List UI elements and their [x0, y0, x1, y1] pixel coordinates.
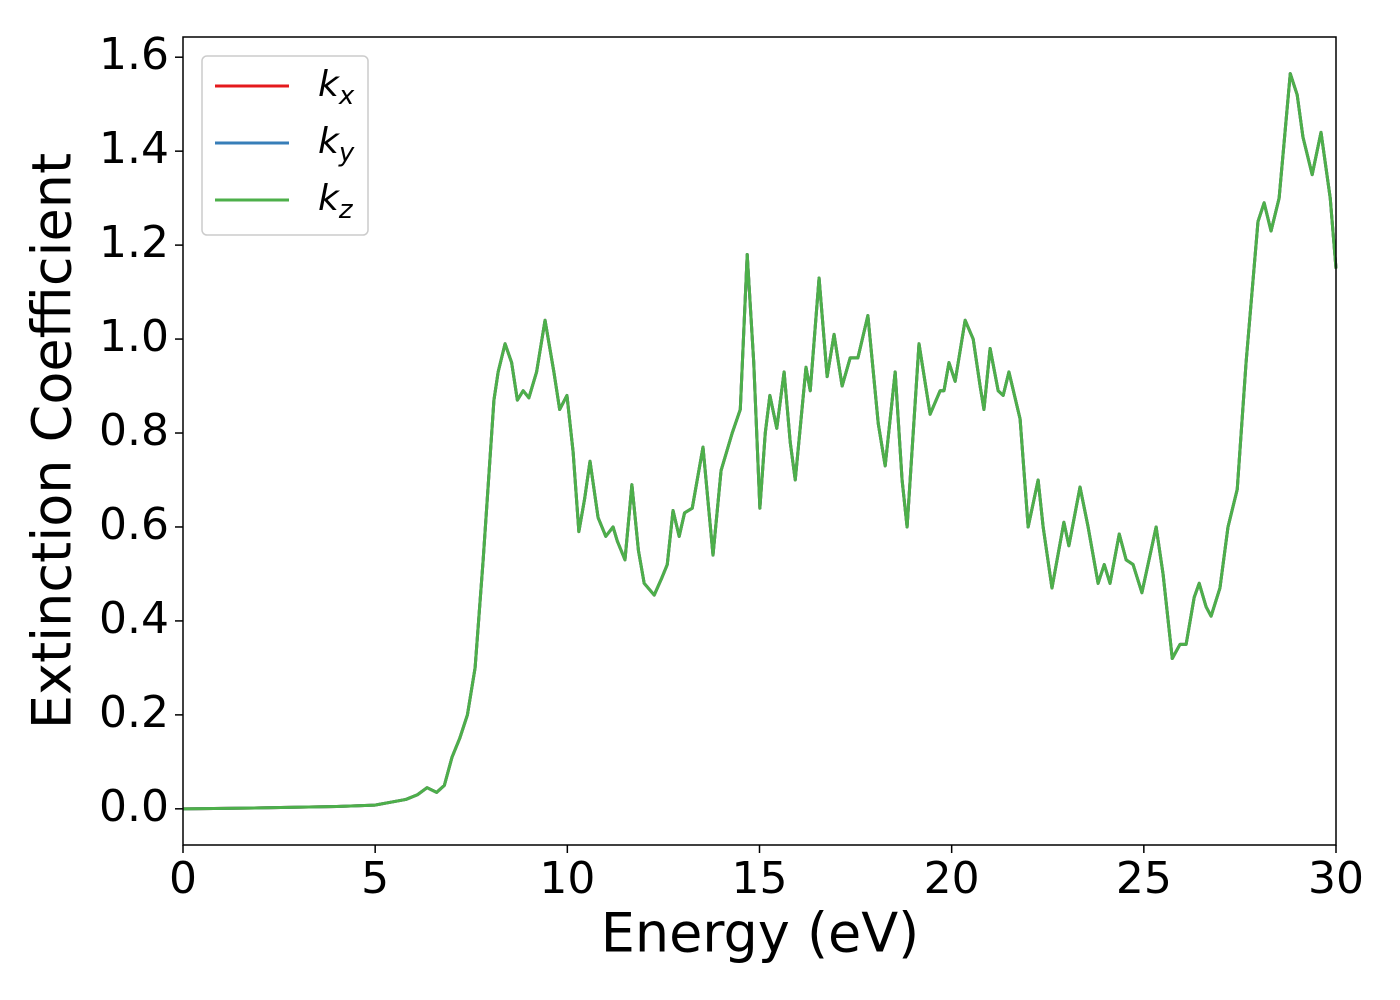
y-tick-label: 0.0: [99, 781, 169, 832]
y-tick-label: 1.2: [99, 217, 169, 268]
x-tick-label: 5: [361, 853, 389, 904]
legend-label: ky: [318, 121, 355, 168]
x-tick-label: 15: [732, 853, 788, 904]
x-tick-label: 10: [539, 853, 595, 904]
y-tick-label: 1.6: [99, 29, 169, 80]
y-tick-label: 0.6: [99, 499, 169, 550]
x-tick-label: 0: [169, 853, 197, 904]
legend-label: kx: [318, 64, 355, 111]
legend-box: [201, 55, 369, 236]
y-tick-label: 1.4: [99, 123, 169, 174]
legend-label: kz: [318, 178, 354, 225]
x-tick-label: 25: [1116, 853, 1172, 904]
plot-area: [183, 37, 1336, 845]
data-line: [182, 72, 1338, 811]
x-tick-label: 30: [1308, 853, 1364, 904]
x-tick-label: 20: [924, 853, 980, 904]
y-tick-label: 1.0: [99, 311, 169, 362]
y-tick-label: 0.8: [99, 405, 169, 456]
plot-frame: [182, 36, 1337, 846]
x-axis-label: Energy (eV): [601, 902, 920, 965]
y-axis-label: Extinction Coefficient: [21, 153, 84, 729]
y-tick-label: 0.4: [99, 593, 169, 644]
y-tick-label: 0.2: [99, 687, 169, 738]
legend: kx ky kz: [201, 55, 369, 236]
